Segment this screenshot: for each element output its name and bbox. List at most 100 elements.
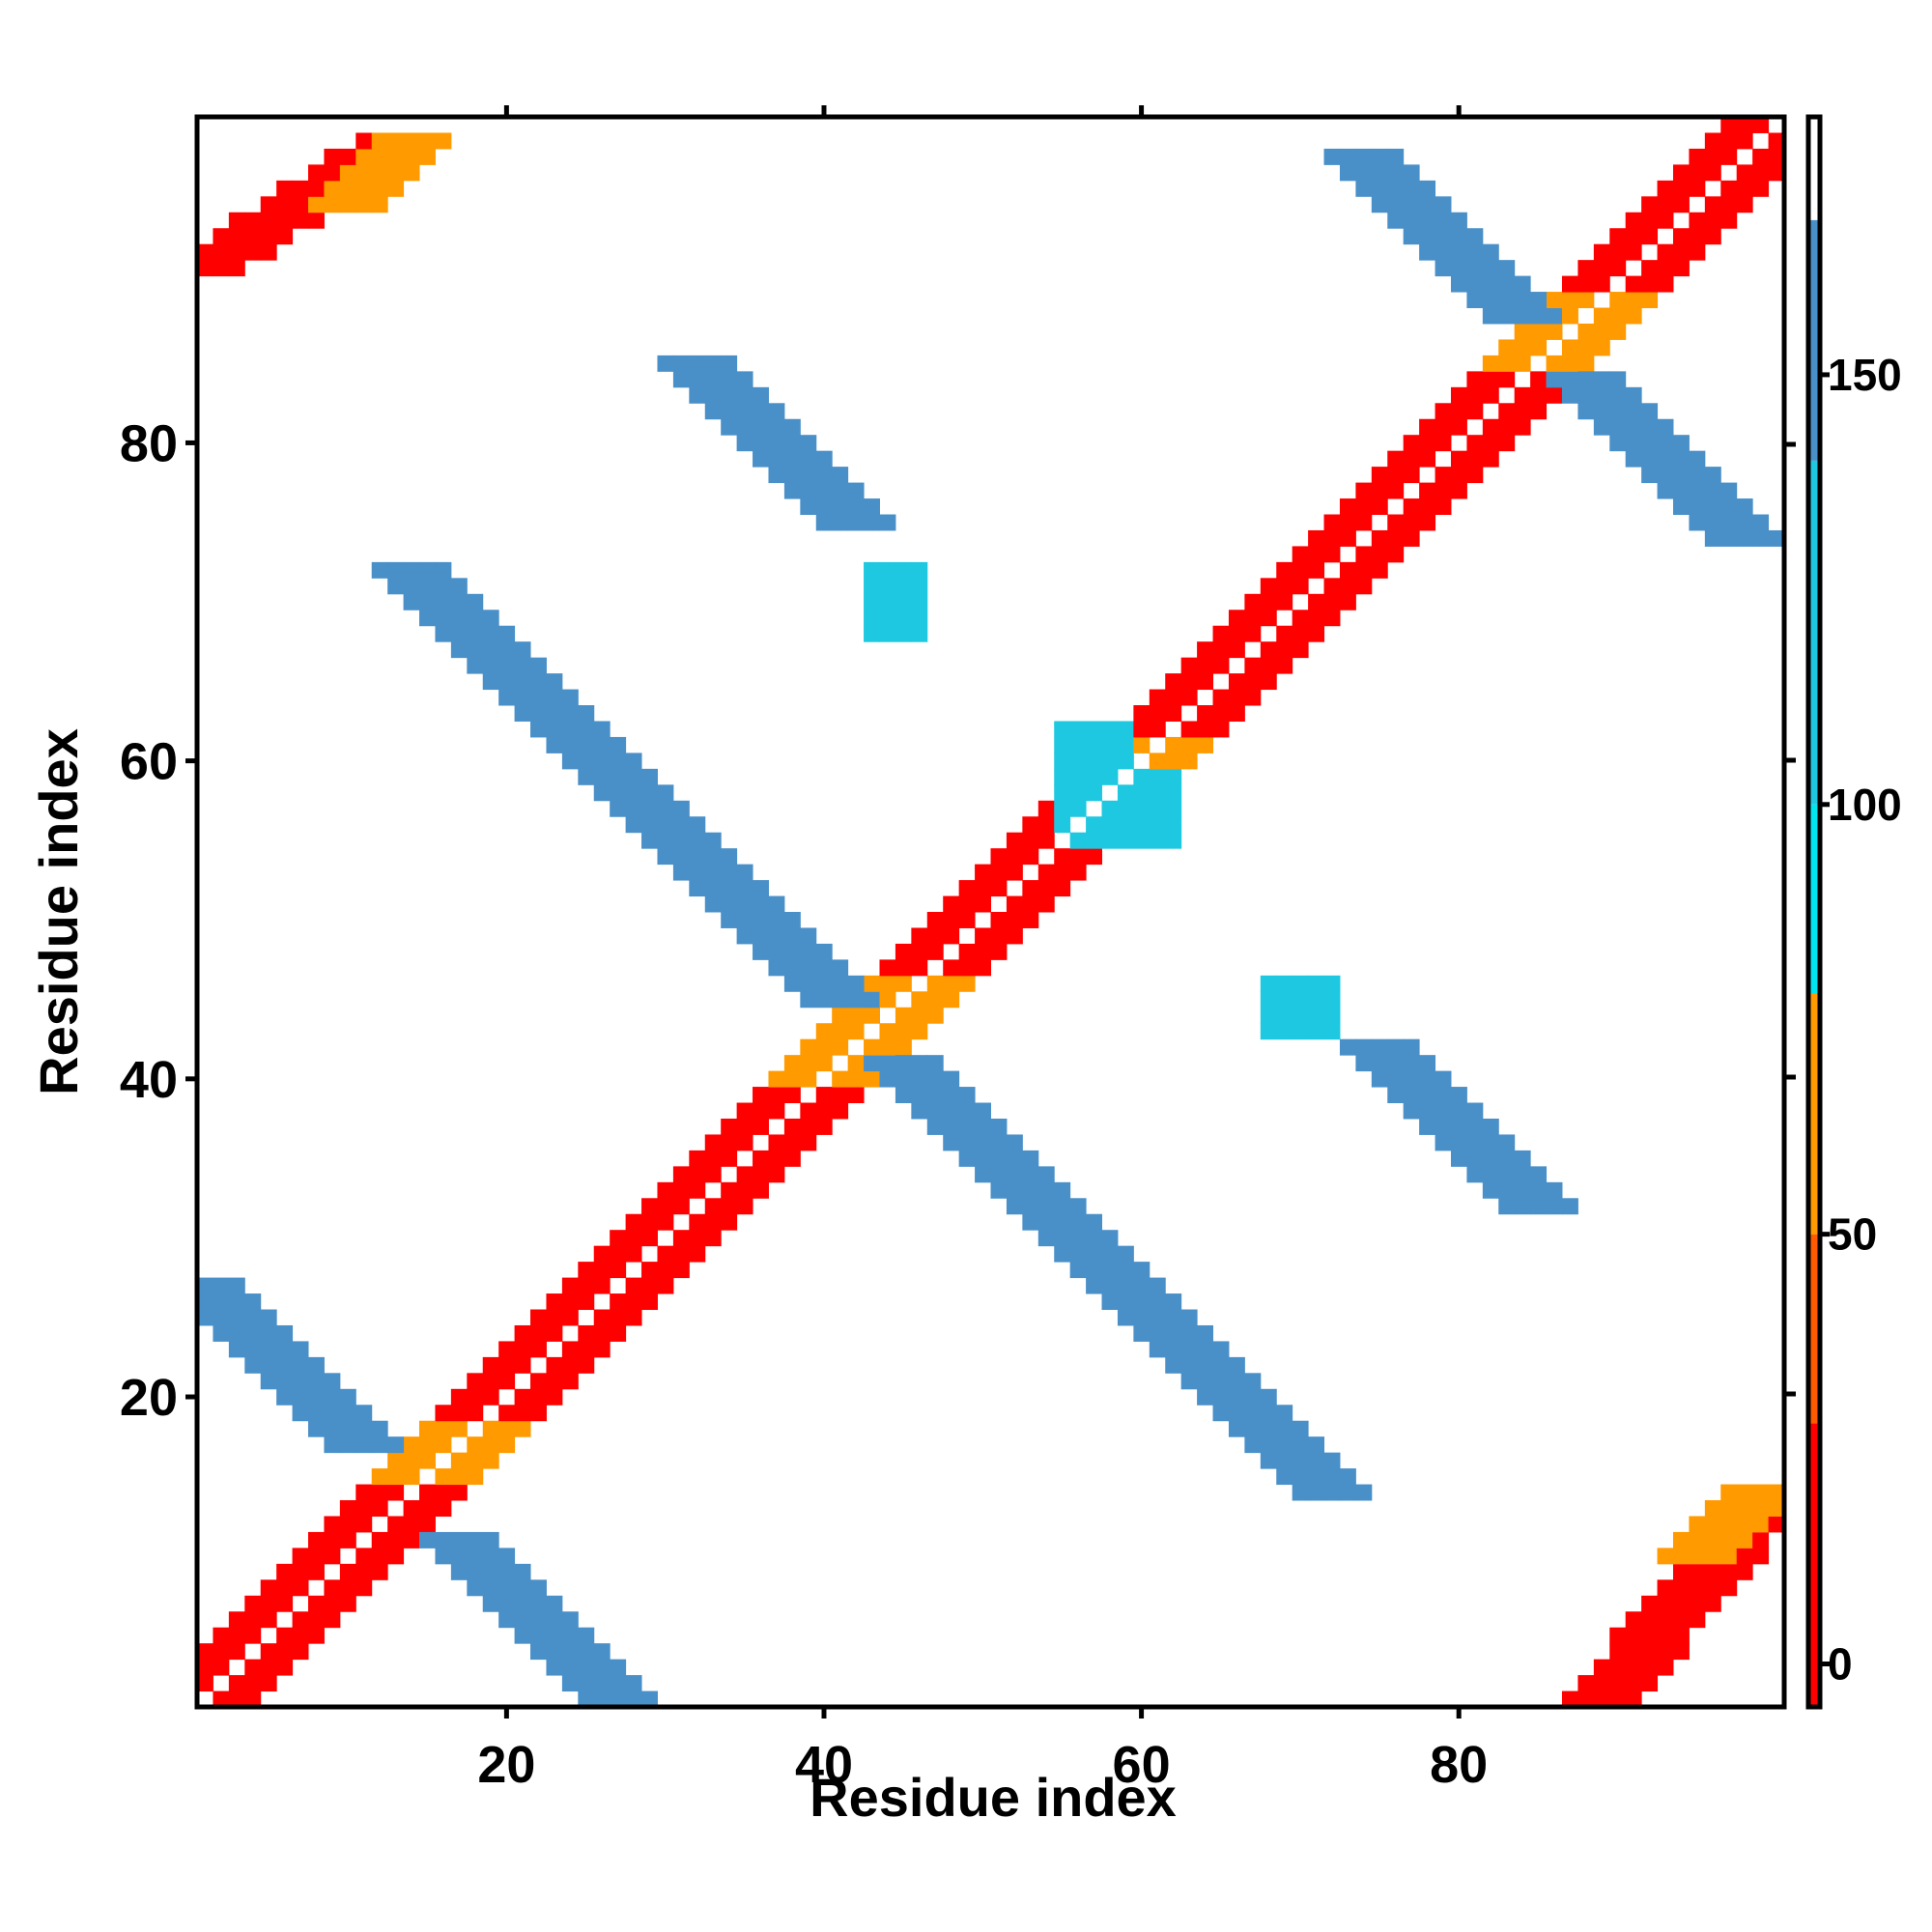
- heatmap-cell: [419, 1484, 436, 1501]
- heatmap-cell: [1435, 1087, 1452, 1104]
- heatmap-cell: [578, 753, 595, 770]
- heatmap-cell: [672, 800, 690, 817]
- heatmap-cell: [1466, 292, 1484, 309]
- heatmap-cell: [1466, 228, 1484, 245]
- heatmap-cell: [1720, 1579, 1738, 1597]
- heatmap-cell: [213, 1627, 230, 1644]
- heatmap-cell: [1133, 1277, 1151, 1294]
- heatmap-cell: [783, 1087, 801, 1104]
- heatmap-cell: [1276, 1007, 1293, 1024]
- heatmap-cell: [721, 1213, 738, 1231]
- heatmap-cell: [403, 1500, 420, 1517]
- heatmap-cell: [895, 1070, 912, 1088]
- heatmap-cell: [1323, 148, 1341, 165]
- heatmap-cell: [467, 1405, 484, 1422]
- heatmap-cell: [1593, 260, 1610, 277]
- heatmap-cell: [593, 1277, 611, 1294]
- heatmap-cell: [1308, 1023, 1325, 1040]
- heatmap-cell: [292, 1611, 309, 1629]
- heatmap-cell: [783, 959, 801, 977]
- heatmap-cell: [1355, 482, 1373, 499]
- heatmap-cell: [450, 1405, 468, 1422]
- heatmap-cell: [1609, 1627, 1627, 1644]
- heatmap-cell: [578, 1356, 595, 1374]
- heatmap-cell: [736, 1198, 753, 1215]
- heatmap-cell: [783, 927, 801, 945]
- heatmap-cell: [546, 1373, 563, 1390]
- heatmap-cell: [1641, 260, 1659, 277]
- heatmap-cell: [1577, 371, 1595, 388]
- heatmap-cell: [847, 975, 865, 992]
- heatmap-cell: [276, 1579, 294, 1597]
- heatmap-cell: [1037, 816, 1055, 834]
- heatmap-cell: [1498, 418, 1516, 436]
- heatmap-cell: [1054, 880, 1071, 897]
- heatmap-cell: [704, 1150, 722, 1167]
- heatmap-cell: [1514, 275, 1531, 293]
- heatmap-cell: [1577, 323, 1595, 340]
- heatmap-cell: [1180, 1309, 1198, 1326]
- heatmap-cell: [1069, 753, 1087, 770]
- heatmap-cell: [213, 1324, 230, 1342]
- heatmap-cell: [926, 943, 944, 960]
- heatmap-cell: [244, 212, 262, 229]
- heatmap-cell: [355, 1563, 373, 1580]
- heatmap-cell: [339, 164, 356, 182]
- heatmap-cell: [943, 912, 960, 928]
- heatmap-cell: [1037, 864, 1055, 881]
- heatmap-cell: [1339, 514, 1356, 531]
- heatmap-cell: [1022, 1213, 1039, 1231]
- heatmap-cell: [1450, 482, 1467, 499]
- heatmap-cell: [1482, 1166, 1499, 1183]
- colorbar-band: [1808, 460, 1820, 805]
- heatmap-cell: [879, 1023, 896, 1040]
- heatmap-cell: [355, 1548, 373, 1565]
- heatmap-cell: [514, 705, 531, 722]
- heatmap-cell: [498, 1611, 516, 1629]
- heatmap-cell: [1752, 1548, 1770, 1565]
- heatmap-cell: [292, 196, 309, 213]
- heatmap-cell: [1260, 657, 1277, 674]
- heatmap-cell: [736, 418, 753, 436]
- heatmap-cell: [1212, 721, 1230, 738]
- heatmap-cell: [1149, 784, 1166, 802]
- heatmap-cell: [1197, 736, 1214, 753]
- heatmap-cell: [1260, 1436, 1277, 1454]
- heatmap-cell: [467, 1388, 484, 1406]
- heatmap-cell: [1657, 260, 1674, 277]
- heatmap-cell: [1403, 467, 1420, 484]
- heatmap-cell: [990, 1166, 1008, 1183]
- heatmap-cell: [943, 1087, 960, 1104]
- heatmap-cell: [244, 1675, 262, 1692]
- heatmap-cell: [1672, 498, 1690, 515]
- heatmap-cell: [975, 895, 991, 913]
- heatmap-cell: [1530, 339, 1548, 356]
- heatmap-cell: [1577, 292, 1595, 309]
- heatmap-cell: [1371, 467, 1388, 484]
- heatmap-cell: [864, 625, 880, 642]
- heatmap-cell: [641, 1293, 658, 1310]
- heatmap-cell: [1276, 657, 1293, 674]
- heatmap-cell: [864, 593, 880, 611]
- heatmap-cell: [815, 1118, 833, 1135]
- heatmap-cell: [1086, 753, 1103, 770]
- heatmap-cell: [879, 561, 896, 579]
- heatmap-cell: [546, 673, 563, 691]
- heatmap-cell: [197, 1277, 213, 1294]
- heatmap-cell: [355, 1516, 373, 1533]
- heatmap-cell: [213, 260, 230, 277]
- heatmap-cell: [1180, 753, 1198, 770]
- heatmap-cell: [736, 403, 753, 420]
- heatmap-cell: [926, 927, 944, 945]
- heatmap-cell: [1022, 895, 1039, 913]
- heatmap-cell: [657, 1262, 674, 1279]
- heatmap-cell: [958, 1150, 976, 1167]
- heatmap-cell: [1704, 1579, 1721, 1597]
- heatmap-cell: [895, 943, 912, 960]
- heatmap-cell: [1435, 498, 1452, 515]
- heatmap-cell: [736, 880, 753, 897]
- heatmap-cell: [1069, 768, 1087, 785]
- heatmap-cell: [450, 1468, 468, 1486]
- heatmap-cell: [1403, 196, 1420, 213]
- heatmap-cell: [1530, 307, 1548, 325]
